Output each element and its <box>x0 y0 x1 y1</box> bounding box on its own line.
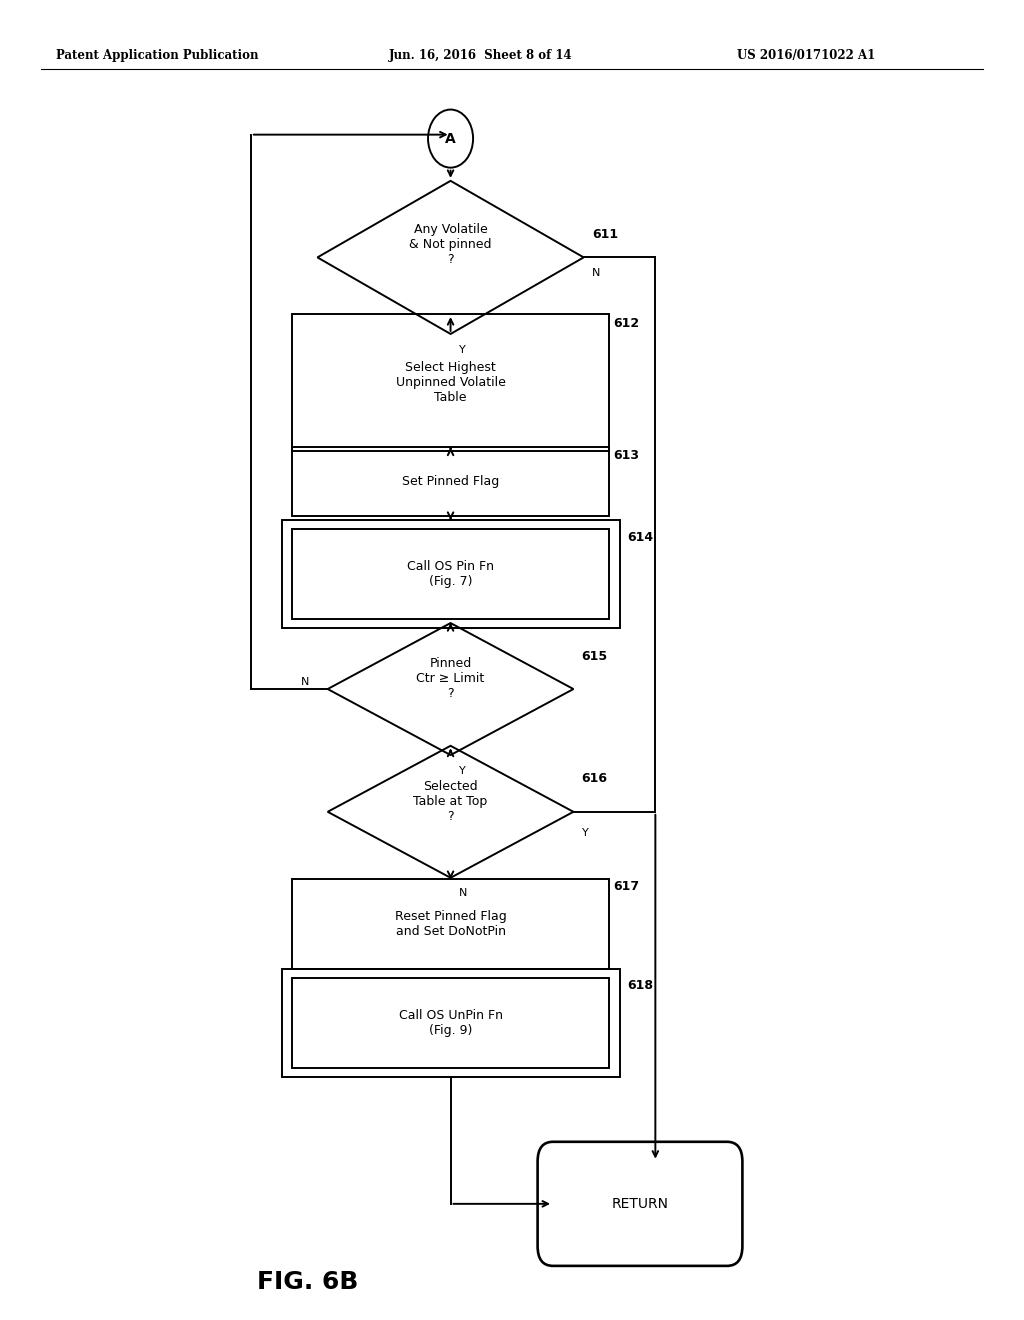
Text: Call OS Pin Fn
(Fig. 7): Call OS Pin Fn (Fig. 7) <box>408 560 494 589</box>
Text: FIG. 6B: FIG. 6B <box>257 1270 357 1294</box>
Bar <box>292 978 609 1068</box>
Text: Y: Y <box>459 766 466 776</box>
Text: Call OS UnPin Fn
(Fig. 9): Call OS UnPin Fn (Fig. 9) <box>398 1008 503 1038</box>
Text: Y: Y <box>582 828 589 838</box>
Text: Patent Application Publication: Patent Application Publication <box>56 49 259 62</box>
Bar <box>282 520 620 628</box>
Text: 617: 617 <box>613 880 640 894</box>
Bar <box>282 969 620 1077</box>
Text: A: A <box>445 132 456 145</box>
Text: 613: 613 <box>613 449 639 462</box>
Text: Reset Pinned Flag
and Set DoNotPin: Reset Pinned Flag and Set DoNotPin <box>394 909 507 939</box>
Text: N: N <box>592 268 600 279</box>
Text: Select Highest
Unpinned Volatile
Table: Select Highest Unpinned Volatile Table <box>395 362 506 404</box>
Text: Y: Y <box>459 345 466 355</box>
Text: 616: 616 <box>582 772 607 785</box>
Text: RETURN: RETURN <box>611 1197 669 1210</box>
Text: 614: 614 <box>628 531 654 544</box>
Text: N: N <box>459 888 467 899</box>
Bar <box>292 314 609 451</box>
Bar <box>292 447 609 516</box>
Text: 615: 615 <box>582 649 608 663</box>
Text: Set Pinned Flag: Set Pinned Flag <box>402 475 499 488</box>
Text: US 2016/0171022 A1: US 2016/0171022 A1 <box>737 49 876 62</box>
Bar <box>292 529 609 619</box>
Bar <box>292 879 609 969</box>
Text: Pinned
Ctr ≥ Limit
?: Pinned Ctr ≥ Limit ? <box>417 657 484 700</box>
Text: 612: 612 <box>613 317 640 330</box>
Text: 618: 618 <box>628 979 653 993</box>
Text: 611: 611 <box>592 228 618 242</box>
Text: N: N <box>301 677 309 688</box>
Text: Selected
Table at Top
?: Selected Table at Top ? <box>414 780 487 822</box>
Text: Jun. 16, 2016  Sheet 8 of 14: Jun. 16, 2016 Sheet 8 of 14 <box>389 49 572 62</box>
Text: Any Volatile
& Not pinned
?: Any Volatile & Not pinned ? <box>410 223 492 265</box>
